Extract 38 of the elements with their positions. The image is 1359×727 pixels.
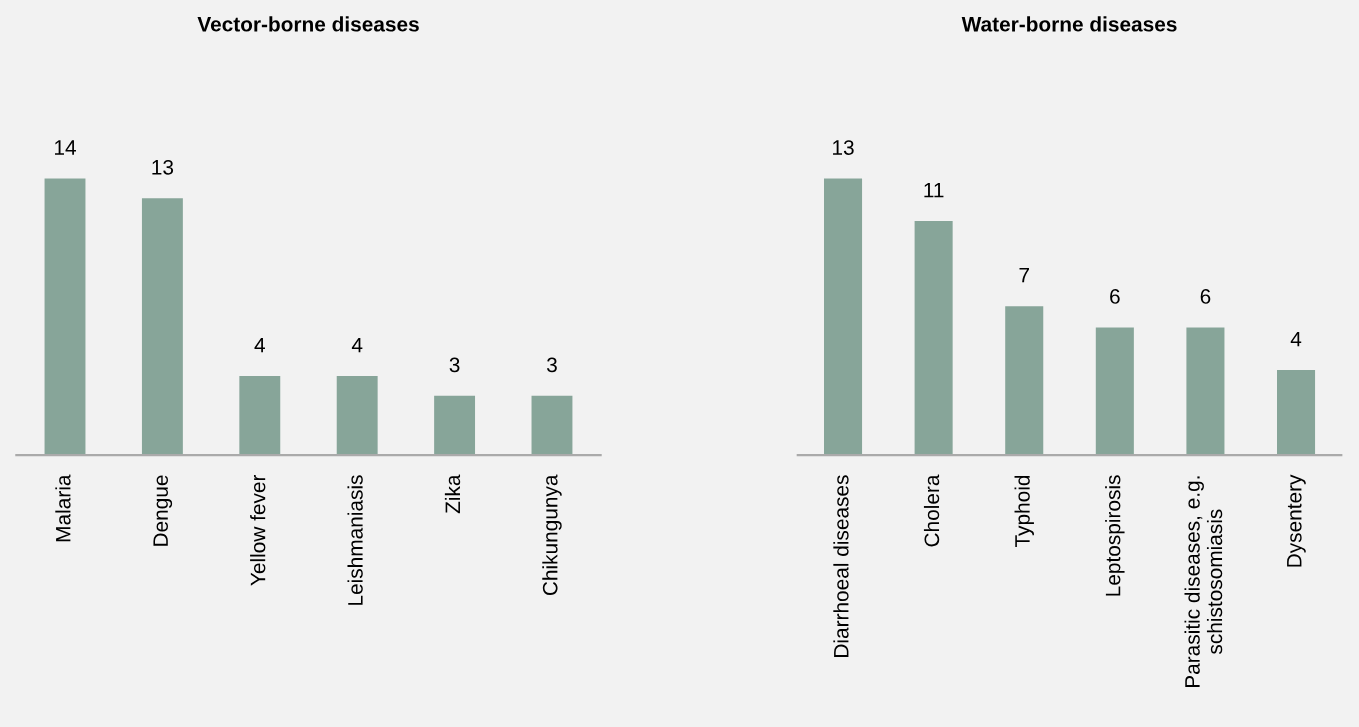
bar [141, 198, 183, 456]
x-tick-label: Parasitic diseases, e.g. schistosomiasis [1184, 476, 1223, 688]
bar [434, 395, 476, 456]
bar [1277, 369, 1316, 456]
bar [531, 395, 573, 456]
x-tick-label: Chikungunya [542, 474, 562, 596]
bar [239, 376, 281, 456]
data-label: 3 [449, 357, 460, 373]
bar [1186, 327, 1225, 456]
bar [44, 178, 86, 456]
data-label: 6 [1110, 289, 1120, 304]
x-tick-label: Diarrhoeal diseases [833, 475, 849, 657]
data-label: 14 [55, 140, 76, 155]
data-label: 13 [833, 140, 854, 155]
x-tick-label: Typhoid [1014, 475, 1034, 548]
chart-title: Water-borne diseases [961, 16, 1177, 32]
chart-title: Vector-borne diseases [197, 16, 419, 32]
x-tick-label: Malaria [55, 474, 71, 542]
x-tick-label: Yellow fever [250, 474, 266, 586]
x-tick-label: Dengue [153, 475, 173, 546]
bar [336, 376, 378, 456]
data-label: 11 [924, 182, 944, 198]
x-tick-label: Cholera [923, 474, 940, 547]
bar [914, 221, 953, 456]
bar [1005, 306, 1044, 456]
data-label: 4 [351, 337, 363, 353]
data-label: 6 [1200, 289, 1211, 304]
bar [824, 178, 863, 456]
bar [1095, 327, 1134, 456]
data-label: 4 [1290, 331, 1302, 347]
x-tick-label: Zika [444, 474, 461, 514]
data-label: 7 [1019, 268, 1029, 283]
data-label: 4 [254, 337, 265, 353]
x-tick-label: Dysentery [1287, 474, 1306, 567]
x-tick-label: Leptospirosis [1105, 475, 1125, 596]
x-tick-label: Leishmaniasis [347, 475, 363, 605]
data-label: 3 [546, 357, 557, 373]
data-label: 13 [152, 159, 174, 175]
